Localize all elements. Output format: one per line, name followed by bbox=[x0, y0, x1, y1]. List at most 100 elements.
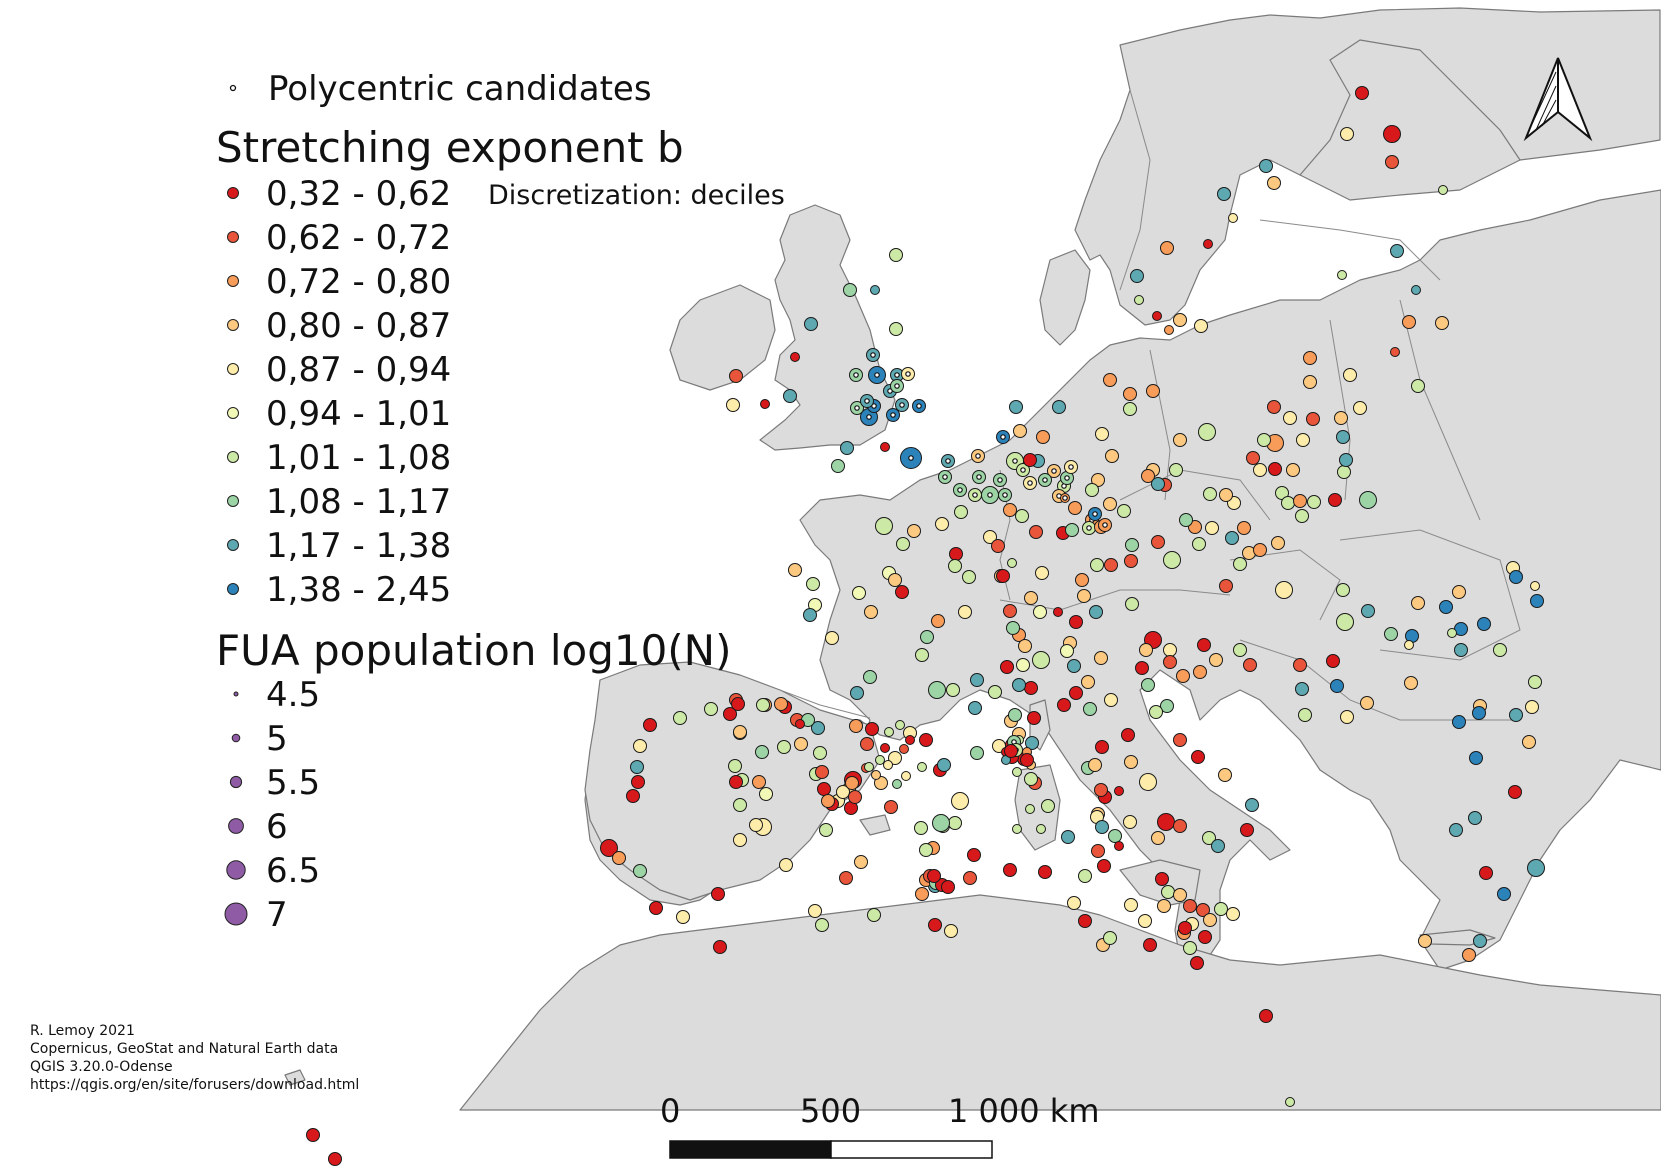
city-marker bbox=[944, 924, 958, 938]
city-marker bbox=[1190, 956, 1204, 970]
city-marker bbox=[1217, 187, 1231, 201]
city-marker bbox=[1041, 799, 1055, 813]
city-marker bbox=[1141, 678, 1155, 692]
city-marker bbox=[1509, 708, 1523, 722]
city-marker bbox=[1295, 509, 1309, 523]
city-marker bbox=[1068, 501, 1082, 515]
city-marker bbox=[948, 816, 962, 830]
city-marker bbox=[928, 918, 942, 932]
city-marker bbox=[1191, 750, 1205, 764]
border-germany-poland bbox=[1149, 349, 1171, 501]
polycentric-marker bbox=[853, 372, 859, 378]
city-marker bbox=[1267, 400, 1281, 414]
city-marker bbox=[905, 735, 915, 745]
exponent-class-swatch bbox=[227, 363, 239, 375]
city-marker bbox=[1259, 1009, 1273, 1023]
credits: R. Lemoy 2021 Copernicus, GeoStat and Na… bbox=[30, 1022, 359, 1094]
city-marker bbox=[1509, 570, 1523, 584]
city-marker bbox=[1095, 427, 1109, 441]
city-marker bbox=[1462, 948, 1476, 962]
city-marker bbox=[1090, 558, 1104, 572]
scale-label-1000: 1 000 km bbox=[948, 1092, 1099, 1130]
city-marker bbox=[1178, 921, 1192, 935]
city-marker bbox=[1020, 753, 1034, 767]
city-marker bbox=[1006, 621, 1020, 635]
border-romania bbox=[1339, 529, 1521, 661]
city-marker bbox=[1067, 896, 1081, 910]
city-marker bbox=[1219, 488, 1233, 502]
city-marker bbox=[915, 648, 929, 662]
city-marker bbox=[867, 908, 881, 922]
border-sweden-norway bbox=[1119, 89, 1151, 291]
city-marker bbox=[723, 707, 737, 721]
city-marker bbox=[1160, 699, 1174, 713]
city-marker bbox=[888, 751, 902, 765]
city-marker bbox=[1218, 768, 1232, 782]
polycentric-marker bbox=[1062, 495, 1068, 501]
border-ukraine bbox=[1399, 299, 1481, 521]
city-marker bbox=[1097, 859, 1111, 873]
land-layer bbox=[284, 7, 1661, 1111]
city-marker bbox=[731, 697, 745, 711]
city-marker bbox=[1198, 423, 1216, 441]
city-marker bbox=[1104, 558, 1118, 572]
polycentric-marker bbox=[1092, 511, 1098, 517]
city-marker bbox=[1336, 613, 1354, 631]
city-marker bbox=[1253, 463, 1267, 477]
population-title: FUA population log10(N) bbox=[216, 626, 731, 675]
exponent-class-swatch bbox=[227, 539, 239, 551]
city-marker bbox=[1103, 931, 1117, 945]
city-marker bbox=[1271, 536, 1285, 550]
city-marker bbox=[643, 718, 657, 732]
city-marker bbox=[1163, 655, 1177, 669]
city-marker bbox=[1134, 295, 1144, 305]
city-marker bbox=[1275, 581, 1293, 599]
city-marker bbox=[884, 800, 898, 814]
city-marker bbox=[1173, 433, 1187, 447]
city-marker bbox=[1085, 483, 1099, 497]
land-denmark bbox=[1039, 249, 1091, 346]
city-marker bbox=[874, 776, 888, 790]
city-marker bbox=[1173, 888, 1187, 902]
city-marker bbox=[1497, 887, 1511, 901]
city-marker bbox=[1439, 600, 1453, 614]
city-marker bbox=[803, 608, 817, 622]
city-marker bbox=[1246, 451, 1260, 465]
city-marker bbox=[970, 673, 984, 687]
city-marker bbox=[946, 683, 960, 697]
city-marker bbox=[1293, 658, 1307, 672]
city-marker bbox=[948, 559, 962, 573]
city-marker bbox=[1139, 643, 1153, 657]
city-marker bbox=[819, 823, 833, 837]
city-marker bbox=[1268, 462, 1282, 476]
city-marker bbox=[1179, 513, 1193, 527]
city-marker bbox=[863, 670, 877, 684]
city-marker bbox=[733, 798, 747, 812]
city-marker bbox=[1404, 676, 1418, 690]
city-marker bbox=[1214, 902, 1228, 916]
city-points-layer bbox=[306, 86, 1545, 1166]
city-marker bbox=[1151, 831, 1165, 845]
polycentric-marker bbox=[976, 474, 982, 480]
city-marker bbox=[1007, 558, 1017, 568]
city-marker bbox=[1449, 823, 1463, 837]
city-marker bbox=[1024, 772, 1038, 786]
city-marker bbox=[1198, 930, 1212, 944]
city-marker bbox=[1435, 316, 1449, 330]
city-marker bbox=[1183, 941, 1197, 955]
city-marker bbox=[1286, 463, 1300, 477]
polycentric-marker bbox=[1042, 477, 1048, 483]
border-baltics bbox=[1259, 219, 1441, 281]
land-finland bbox=[1299, 39, 1521, 201]
city-marker bbox=[1083, 702, 1097, 716]
city-marker bbox=[825, 631, 839, 645]
city-marker bbox=[1151, 535, 1165, 549]
city-marker bbox=[870, 285, 880, 295]
city-marker bbox=[1176, 669, 1190, 683]
city-marker bbox=[815, 918, 829, 932]
border-czech bbox=[1119, 469, 1271, 521]
city-marker bbox=[1095, 740, 1109, 754]
city-marker bbox=[626, 789, 640, 803]
